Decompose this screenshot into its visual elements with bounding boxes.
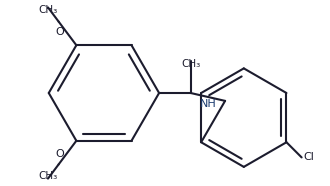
Text: Cl: Cl: [304, 152, 314, 162]
Text: CH₃: CH₃: [38, 171, 58, 181]
Text: O: O: [55, 27, 64, 37]
Text: CH₃: CH₃: [181, 59, 200, 68]
Text: O: O: [55, 149, 64, 159]
Text: NH: NH: [199, 99, 216, 109]
Text: CH₃: CH₃: [38, 5, 58, 15]
